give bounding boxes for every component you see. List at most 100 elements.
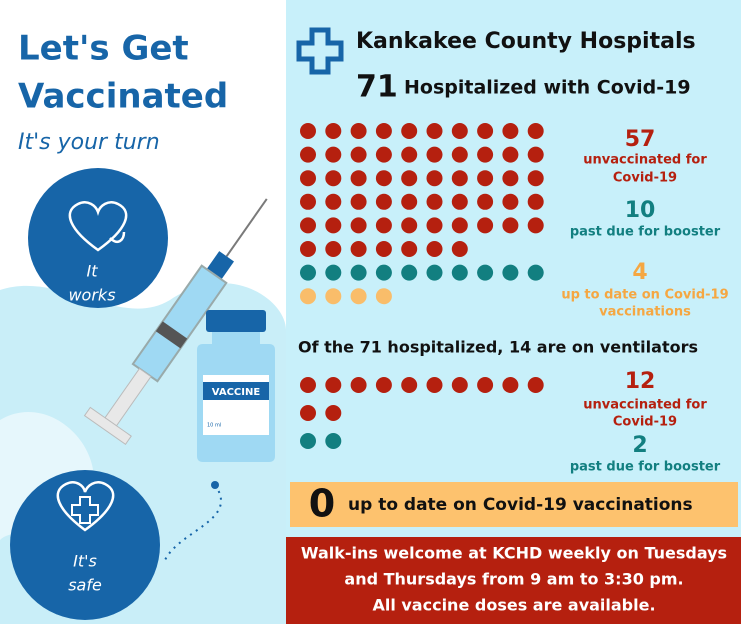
count-dot [401,241,418,257]
count-dot [426,241,443,257]
count-dot [502,123,519,139]
count-dot [325,405,342,421]
group-count: 57 [625,127,656,152]
count-dot [426,123,443,139]
badge-text: It's [73,552,97,571]
count-dot [426,170,443,187]
count-dot [375,193,392,210]
count-dot [502,377,519,393]
count-dot [325,377,342,393]
group-count: 12 [625,369,656,394]
badge-text: works [68,286,115,305]
count-dot [375,146,392,163]
count-dot [527,170,544,187]
total: 71 [356,70,398,105]
count-dot [300,241,316,257]
count-dot [401,217,418,234]
count-dot [502,193,519,210]
count-dot [527,217,544,234]
heart-icon [68,201,128,252]
count-dot [502,146,519,163]
group-count: 2 [632,433,647,458]
count-dot [325,433,342,449]
count-dot [477,377,494,393]
count-dot [350,123,367,139]
count-dot [375,123,392,139]
count-dot [401,193,418,210]
count-dot [350,193,367,210]
count-dot [350,264,367,281]
count-dot [300,405,316,421]
count-dot [350,377,367,393]
count-dot [451,123,468,139]
footer-text: and Thursdays from 9 am to 3:30 pm. [344,570,683,589]
count-dot [325,264,342,281]
count-dot [325,241,342,257]
count-dot [502,264,519,281]
vial-volume: 10 ml [207,423,221,429]
title: Vaccinated [18,77,228,117]
group-label: up to date on Covid-19 [561,288,728,303]
count-dot [300,123,316,139]
count-dot [451,377,468,393]
group-label: unvaccinated for [583,398,707,413]
count-dot [527,377,544,393]
group-label: unvaccinated for [583,153,707,168]
count-dot [375,377,392,393]
count-dot [477,193,494,210]
count-dot [350,288,367,305]
footer [286,537,741,624]
count-dot [375,241,392,257]
count-dot [477,146,494,163]
count-dot [477,264,494,281]
count-dot [451,217,468,234]
count-dot [300,433,316,449]
count-dot [477,217,494,234]
count-dot [527,193,544,210]
badge-text: It [87,262,99,281]
count-dot [300,193,316,210]
count-dot [300,288,316,305]
heading: Kankakee County Hospitals [356,29,696,54]
count-dot [325,146,342,163]
count-dot [451,193,468,210]
footer-text: Walk-ins welcome at KCHD weekly on Tuesd… [301,544,727,563]
count-dot [300,217,316,234]
badge [10,470,160,620]
count-dot [426,377,443,393]
badge-text: safe [68,576,102,595]
count-dot [325,170,342,187]
group-label: Covid-19 [613,171,677,186]
count-dot [401,264,418,281]
count-dot [325,217,342,234]
count-dot [350,170,367,187]
count-dot [477,170,494,187]
title: Let's Get [18,29,189,69]
count-dot [426,193,443,210]
group-label: vaccinations [599,305,691,320]
count-dot [451,170,468,187]
count-dot [375,217,392,234]
zero-box [290,482,738,527]
zero-count: 0 [309,482,335,526]
count-dot [426,217,443,234]
count-dot [375,288,392,305]
count-dot [451,241,468,257]
count-dot [401,170,418,187]
hospital-icon [296,27,344,75]
count-dot [527,123,544,139]
count-dot [350,217,367,234]
count-dot [325,193,342,210]
count-dot [300,377,316,393]
dot-deco [211,481,219,489]
count-dot [325,123,342,139]
vial-label: VACCINE [212,387,261,398]
count-dot [325,288,342,305]
group-label: past due for booster [570,225,721,240]
count-dot [350,146,367,163]
subtitle: It's your turn [18,130,160,155]
total-label: Hospitalized with Covid-19 [404,77,691,99]
group-label: past due for booster [570,460,721,475]
